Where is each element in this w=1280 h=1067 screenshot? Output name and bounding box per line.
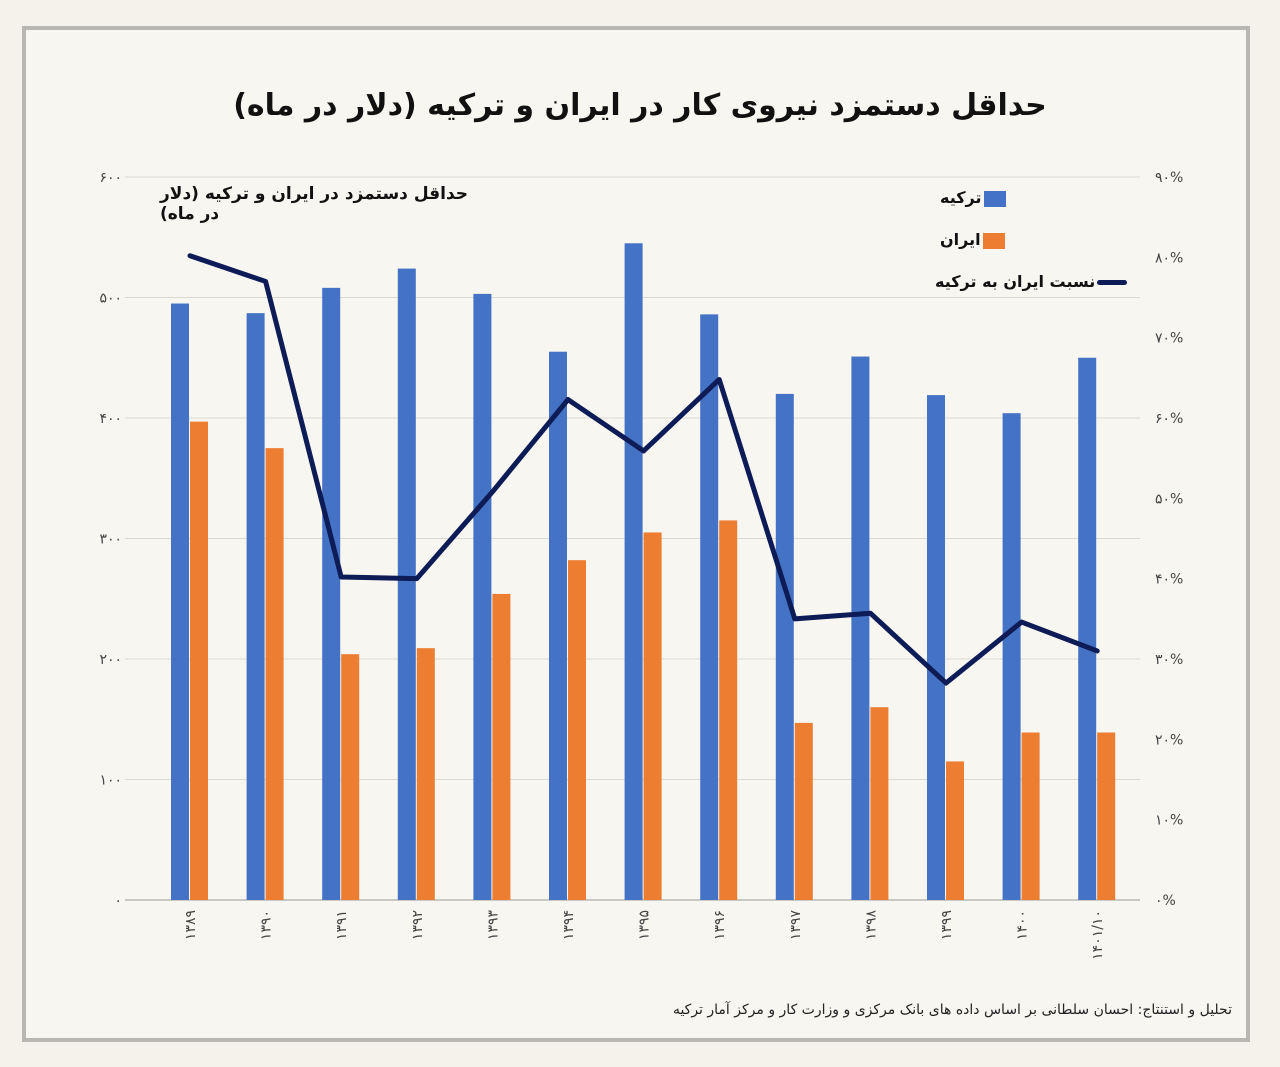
y-tick-left: ۰ [114, 893, 122, 909]
bar-turkey [927, 395, 945, 900]
x-tick-label: ۱۳۹۹ [939, 910, 955, 940]
x-tick-label: ۱۳۹۵ [637, 910, 653, 940]
bar-turkey [473, 293, 492, 900]
x-tick-label: ۱۴۰۰ [1015, 910, 1031, 940]
x-tick-label: ۱۳۸۹ [183, 910, 199, 940]
bar-iran [265, 448, 284, 900]
y-tick-left: ۳۰۰ [99, 532, 122, 548]
bar-iran [643, 532, 662, 900]
bar-iran [416, 648, 435, 900]
y-tick-right: ۲۰% [1155, 732, 1183, 748]
bar-iran [190, 421, 208, 900]
legend-item-iran: ایران [940, 230, 1005, 249]
bar-iran [568, 560, 586, 900]
bar-iran [492, 593, 511, 900]
y-tick-right: ۷۰% [1155, 331, 1183, 347]
chart-title: حداقل دستمزد نیروی کار در ایران و ترکیه … [233, 88, 1047, 123]
y-tick-left: ۲۰۰ [99, 652, 122, 668]
bar-turkey [246, 313, 265, 900]
y-tick-right: ۸۰% [1155, 250, 1183, 266]
y-tick-right: ۹۰% [1155, 170, 1183, 186]
legend-swatch-iran [982, 232, 1005, 249]
bar-iran [946, 761, 964, 900]
bar-turkey [624, 243, 643, 900]
bar-turkey [700, 314, 719, 900]
bar-iran [870, 707, 889, 900]
bar-turkey [397, 268, 416, 901]
bar-turkey [1002, 413, 1021, 900]
x-tick-label: ۱۴۰۱/۱۰ [1090, 910, 1106, 960]
bar-iran [341, 654, 360, 900]
y-tick-left: ۵۰۰ [99, 291, 122, 307]
bar-iran [719, 520, 738, 900]
bar-turkey [851, 356, 870, 900]
legend-swatch-ratio [1097, 280, 1128, 285]
legend-label-ratio: نسبت ایران به ترکیه [935, 272, 1096, 291]
bar-turkey [171, 303, 189, 900]
bar-turkey [1078, 357, 1097, 900]
y-tick-right: ۳۰% [1155, 652, 1183, 668]
x-tick-label: ۱۳۹۶ [712, 910, 728, 940]
x-tick-label: ۱۳۹۸ [863, 910, 879, 941]
x-tick-label: ۱۳۹۰ [259, 910, 275, 940]
legend-label-iran: ایران [940, 230, 981, 249]
x-tick-label: ۱۳۹۴ [561, 910, 577, 940]
y-tick-right: ۵۰% [1155, 491, 1183, 507]
bar-turkey [549, 351, 567, 901]
bar-iran [794, 722, 813, 900]
legend-item-ratio: نسبت ایران به ترکیه [935, 272, 1128, 291]
y-tick-right: ۱۰% [1155, 813, 1183, 829]
y-tick-left: ۴۰۰ [99, 411, 122, 427]
source-footer: تحلیل و استنتاج: احسان سلطانی بر اساس دا… [672, 1002, 1232, 1018]
legend-swatch-turkey [983, 190, 1006, 207]
y-tick-left: ۶۰۰ [99, 170, 122, 186]
x-tick-label: ۱۳۹۱ [334, 910, 350, 940]
y-tick-right: ۴۰% [1155, 572, 1183, 588]
bar-turkey [775, 393, 794, 900]
x-tick-label: ۱۳۹۳ [485, 910, 501, 941]
bar-iran [1097, 732, 1116, 900]
legend-label-turkey: ترکیه [940, 188, 982, 207]
x-tick-label: ۱۳۹۲ [410, 910, 426, 940]
y-tick-right: ۰% [1155, 893, 1176, 909]
y-tick-right: ۶۰% [1155, 411, 1183, 427]
legend-item-turkey: ترکیه [940, 188, 1006, 207]
x-tick-label: ۱۳۹۷ [788, 910, 804, 941]
chart-subtitle: حداقل دستمزد در ایران و ترکیه (دلار در م… [160, 184, 469, 224]
y-tick-left: ۱۰۰ [99, 773, 122, 789]
bar-iran [1021, 732, 1040, 900]
bar-turkey [322, 287, 341, 900]
